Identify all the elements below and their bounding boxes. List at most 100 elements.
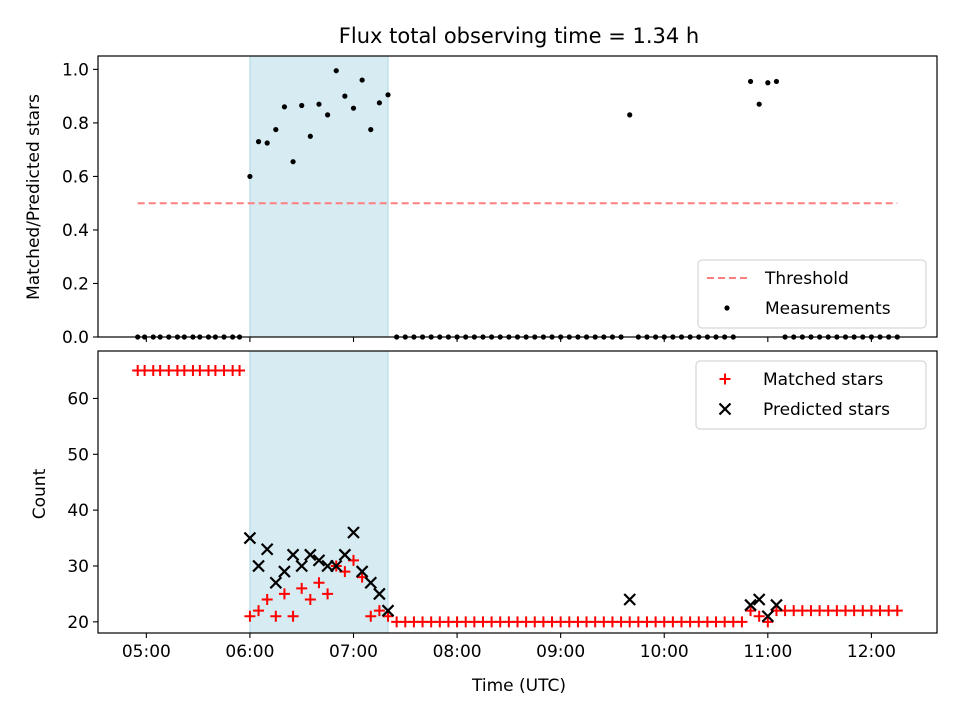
top-y-axis-label: Matched/Predicted stars bbox=[24, 94, 44, 300]
bottom-y-axis-label: Count bbox=[30, 468, 50, 519]
bottom-matched-stars-point bbox=[253, 605, 265, 617]
bottom-predicted-stars-point bbox=[312, 554, 326, 567]
bottom-matched-stars-point bbox=[287, 610, 299, 622]
top-measurements-point bbox=[281, 104, 288, 110]
top-observing-interval bbox=[249, 55, 389, 338]
bottom-x-tick-label: 11:00 bbox=[743, 642, 792, 662]
top-y-tick-label: 0.4 bbox=[62, 221, 89, 241]
bottom-matched-stars-point bbox=[304, 593, 316, 605]
top-y-tick-label: 1.0 bbox=[62, 60, 89, 80]
top-measurements-point bbox=[773, 78, 780, 85]
bottom-legend-label: Matched stars bbox=[763, 370, 883, 390]
bottom-y-tick-label: 30 bbox=[67, 557, 89, 577]
bottom-predicted-stars-point bbox=[278, 565, 291, 578]
bottom-predicted-stars-point bbox=[752, 593, 766, 606]
bottom-predicted-stars-point bbox=[770, 598, 783, 612]
bottom-y-tick-label: 20 bbox=[67, 613, 89, 633]
top-measurements-point bbox=[756, 101, 762, 107]
bottom-predicted-stars-point bbox=[364, 576, 378, 590]
bottom-legend-marker bbox=[718, 402, 732, 416]
top-measurements-point bbox=[299, 102, 305, 109]
x-axis-label: Time (UTC) bbox=[471, 676, 566, 696]
top-measurements-point bbox=[342, 93, 348, 99]
top-legend-label: Measurements bbox=[765, 299, 891, 319]
bottom-x-tick-label: 12:00 bbox=[847, 642, 896, 662]
top-measurements-point bbox=[273, 126, 279, 133]
bottom-matched-stars-point bbox=[296, 582, 308, 594]
bottom-predicted-stars-point bbox=[381, 604, 395, 617]
bottom-predicted-stars-point bbox=[744, 598, 757, 612]
bottom-x-tick-label: 10:00 bbox=[640, 642, 689, 662]
bottom-predicted-stars-point bbox=[243, 531, 257, 545]
bottom-predicted-stars-point bbox=[295, 559, 308, 573]
bottom-matched-stars-point bbox=[382, 610, 394, 622]
top-measurements-point bbox=[747, 78, 754, 85]
top-panel: 0.0 0.2 0.4 0.6 0.8 1.0 Threshold Measurements bbox=[62, 55, 938, 348]
bottom-predicted-stars-point bbox=[286, 548, 300, 562]
bottom-matched-stars-point bbox=[278, 588, 290, 600]
top-measurements-point bbox=[290, 159, 296, 165]
bottom-matched-stars-point bbox=[891, 605, 903, 617]
chart-title: Flux total observing time = 1.34 h bbox=[339, 24, 699, 48]
bottom-axes-frame bbox=[97, 350, 938, 634]
top-y-tick-label: 0.8 bbox=[62, 114, 89, 134]
bottom-predicted-stars-point bbox=[338, 548, 352, 562]
top-measurements-point bbox=[247, 173, 253, 180]
bottom-matched-stars-point bbox=[270, 610, 282, 622]
bottom-matched-stars-point bbox=[244, 610, 256, 622]
bottom-predicted-stars-point bbox=[329, 559, 343, 573]
bottom-predicted-stars-point bbox=[304, 548, 317, 562]
top-measurements-point bbox=[316, 101, 322, 107]
bottom-predicted-stars-point bbox=[761, 609, 775, 623]
bottom-y-tick-label: 40 bbox=[67, 501, 89, 521]
bottom-matched-stars-point bbox=[753, 610, 765, 622]
bottom-legend: Matched stars Predicted stars bbox=[695, 360, 927, 430]
bottom-predicted-stars-point bbox=[269, 576, 283, 590]
top-measurements-point bbox=[627, 112, 633, 118]
bottom-x-tick-label: 07:00 bbox=[329, 642, 378, 662]
bottom-x-tick-label: 05:00 bbox=[122, 642, 171, 662]
top-y-tick-label: 0.0 bbox=[62, 328, 89, 348]
bottom-legend-box bbox=[695, 360, 927, 430]
bottom-panel: 05:00 06:00 07:00 08:00 09:00 10:00 11:00 12:00… bbox=[67, 350, 938, 662]
top-measurements-point bbox=[264, 140, 270, 146]
top-y-tick-label: 0.2 bbox=[62, 274, 89, 294]
bottom-y-tick-label: 60 bbox=[67, 389, 89, 409]
bottom-matched-stars-point bbox=[373, 605, 385, 617]
top-measurements-point bbox=[359, 77, 365, 83]
bottom-predicted-stars-point bbox=[623, 593, 636, 606]
bottom-legend-marker bbox=[719, 373, 731, 385]
top-legend-label: Threshold bbox=[764, 269, 849, 289]
top-legend-marker bbox=[724, 305, 730, 311]
top-measurements-point bbox=[325, 112, 331, 118]
bottom-matched-stars-point bbox=[234, 365, 246, 377]
bottom-matched-stars-point bbox=[313, 577, 325, 589]
bottom-matched-stars-point bbox=[365, 610, 377, 622]
bottom-predicted-stars-point bbox=[252, 559, 265, 573]
bottom-predicted-stars-point bbox=[347, 526, 360, 539]
bottom-predicted-stars-point bbox=[355, 565, 369, 578]
bottom-x-tick-label: 06:00 bbox=[225, 642, 274, 662]
bottom-matched-stars-point bbox=[736, 616, 748, 628]
top-legend-box bbox=[697, 259, 927, 329]
top-axes-frame bbox=[97, 55, 938, 338]
top-legend: Threshold Measurements bbox=[697, 259, 927, 329]
bottom-x-tick-label: 08:00 bbox=[433, 642, 482, 662]
bottom-x-tick-label: 09:00 bbox=[536, 642, 585, 662]
top-measurements-point bbox=[255, 139, 262, 145]
bottom-predicted-stars-point bbox=[373, 587, 386, 601]
top-measurements-point bbox=[333, 68, 339, 74]
bottom-matched-stars-point bbox=[762, 616, 774, 628]
bottom-matched-stars-point bbox=[322, 588, 334, 600]
top-measurements-point bbox=[376, 100, 382, 106]
bottom-matched-stars-point bbox=[745, 605, 757, 617]
bottom-matched-stars-point bbox=[261, 593, 273, 605]
top-y-tick-label: 0.6 bbox=[62, 167, 89, 187]
bottom-predicted-stars-point bbox=[260, 542, 274, 556]
top-measurements-point bbox=[385, 92, 391, 98]
top-measurements-point bbox=[307, 133, 313, 139]
top-measurements-point bbox=[368, 126, 374, 133]
top-measurements-point bbox=[350, 105, 357, 111]
